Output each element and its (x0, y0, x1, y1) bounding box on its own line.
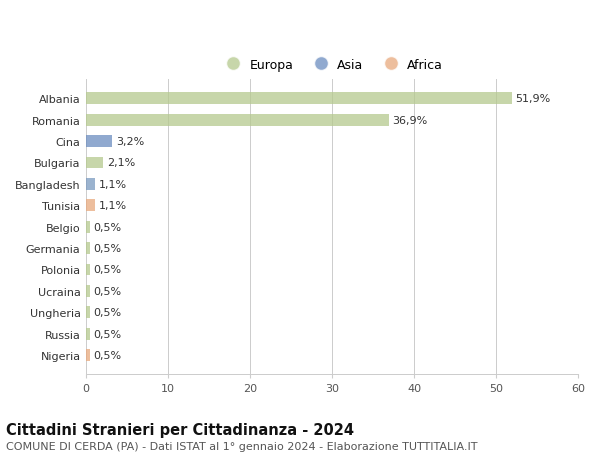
Bar (86, 349, 90, 361)
Bar (86, 307, 90, 319)
Text: 2,1%: 2,1% (107, 158, 135, 168)
Bar (86, 114, 389, 126)
Text: 0,5%: 0,5% (94, 244, 122, 253)
Text: 0,5%: 0,5% (94, 329, 122, 339)
Bar (86, 157, 103, 169)
Text: 3,2%: 3,2% (116, 137, 144, 147)
Text: 1,1%: 1,1% (98, 179, 127, 190)
Text: Cittadini Stranieri per Cittadinanza - 2024: Cittadini Stranieri per Cittadinanza - 2… (6, 422, 354, 437)
Bar (86, 264, 90, 276)
Legend: Europa, Asia, Africa: Europa, Asia, Africa (216, 54, 448, 77)
Bar (86, 285, 90, 297)
Bar (86, 221, 90, 233)
Text: 0,5%: 0,5% (94, 265, 122, 275)
Text: COMUNE DI CERDA (PA) - Dati ISTAT al 1° gennaio 2024 - Elaborazione TUTTITALIA.I: COMUNE DI CERDA (PA) - Dati ISTAT al 1° … (6, 441, 478, 451)
Bar (86, 328, 90, 340)
Text: 0,5%: 0,5% (94, 350, 122, 360)
Text: 0,5%: 0,5% (94, 308, 122, 318)
Bar (86, 200, 95, 212)
Text: 0,5%: 0,5% (94, 286, 122, 296)
Text: 0,5%: 0,5% (94, 222, 122, 232)
Bar (86, 93, 512, 105)
Text: 51,9%: 51,9% (515, 94, 550, 104)
Text: 36,9%: 36,9% (392, 115, 427, 125)
Text: 1,1%: 1,1% (98, 201, 127, 211)
Bar (86, 136, 112, 148)
Bar (86, 179, 95, 190)
Bar (86, 243, 90, 254)
